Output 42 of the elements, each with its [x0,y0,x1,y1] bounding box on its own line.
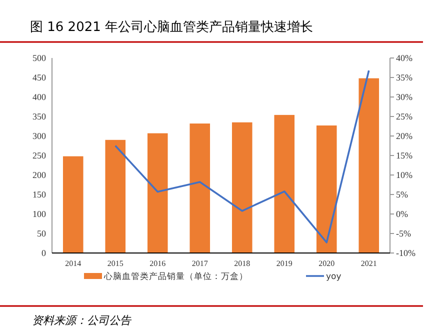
y2-tick-label: -5% [396,228,412,238]
legend-label: yoy [326,272,342,282]
y2-tick-label: 25% [396,112,413,122]
y2-tick-label: 15% [396,150,413,160]
bar [358,78,380,253]
bar [316,125,337,253]
bar [105,140,126,253]
y2-tick-label: -10% [396,248,416,258]
y-tick-label: 150 [32,190,46,200]
x-tick-label: 2016 [150,259,166,268]
y-tick-label: 0 [42,248,46,258]
x-tick-label: 2018 [234,259,250,268]
x-tick-label: 2021 [360,259,377,268]
bar [62,156,84,253]
y-tick-label: 300 [32,131,46,141]
x-tick-label: 2019 [276,259,292,268]
y-tick-label: 50 [37,228,46,238]
y2-tick-label: 40% [396,53,413,63]
y2-tick-label: 20% [396,131,413,141]
bar [147,133,168,253]
legend-label: 心脑血管类产品销量（单位：万盒） [103,271,248,282]
x-tick-label: 2014 [65,259,82,268]
y-tick-label: 200 [32,170,46,180]
bar [190,124,210,253]
x-tick-label: 2015 [107,259,124,268]
y-tick-label: 250 [32,150,46,160]
y-tick-label: 500 [32,53,46,63]
bar [274,114,295,253]
x-tick-label: 2020 [318,259,335,268]
y2-tick-label: 35% [396,72,413,82]
y2-tick-label: 5% [396,190,408,200]
y-tick-label: 350 [32,112,46,122]
y-tick-label: 450 [32,72,46,82]
y2-tick-label: 10% [396,170,413,180]
y-tick-label: 100 [32,209,46,219]
text: 资料来源：公司公告 [32,314,132,327]
y-tick-label: 400 [32,92,46,102]
bar [232,122,252,253]
y2-tick-label: 0% [396,209,408,219]
x-tick-label: 2017 [192,259,208,268]
y2-tick-label: 30% [396,92,413,102]
chart-title: 图 16 2021 年公司心脑血管类产品销量快速增长 [30,19,314,35]
